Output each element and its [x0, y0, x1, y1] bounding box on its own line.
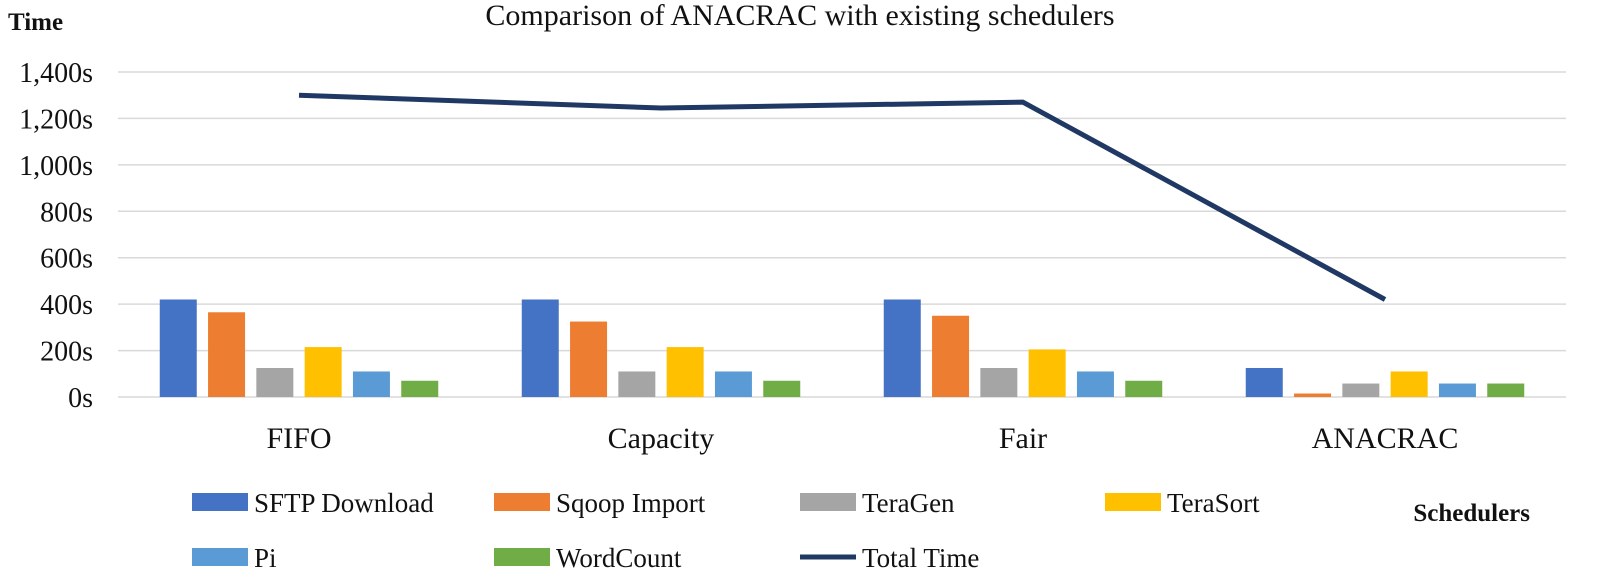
legend-label-total-time: Total Time	[862, 543, 979, 573]
y-tick-label: 0s	[68, 383, 93, 414]
y-tick-label: 1,400s	[19, 58, 93, 89]
bar-terasort-fair	[1028, 349, 1066, 397]
legend-swatch-pi	[192, 548, 248, 566]
bar-terasort-capacity	[666, 347, 704, 397]
bars	[159, 299, 1525, 397]
y-tick-label: 200s	[40, 337, 93, 368]
bar-pi-anacrac	[1438, 383, 1476, 397]
legend-label-sqoop-import: Sqoop Import	[556, 488, 706, 518]
x-category-label: FIFO	[266, 422, 331, 455]
bar-sftp-download-fifo	[159, 299, 197, 397]
bar-sftp-download-anacrac	[1245, 367, 1283, 397]
total-time-line-layer	[298, 92, 1387, 302]
x-category-label: Capacity	[608, 422, 715, 455]
bar-pi-fair	[1076, 371, 1114, 397]
legend-swatch-sqoop-import	[494, 493, 550, 511]
x-axis-label: Schedulers	[1413, 500, 1530, 527]
y-tick-label: 1,000s	[19, 151, 93, 182]
bar-teragen-capacity	[618, 371, 656, 397]
x-axis-categories: FIFO Capacity Fair ANACRAC	[266, 422, 1458, 455]
legend-swatch-teragen	[800, 493, 856, 511]
x-category-label: ANACRAC	[1312, 422, 1459, 455]
bar-teragen-anacrac	[1342, 383, 1380, 397]
y-axis-label: Time	[8, 9, 63, 36]
bar-terasort-anacrac	[1390, 371, 1428, 397]
bar-wordcount-anacrac	[1487, 383, 1525, 397]
x-category-label: Fair	[999, 422, 1047, 455]
bar-teragen-fair	[980, 367, 1018, 397]
legend-label-wordcount: WordCount	[556, 543, 682, 573]
legend-swatch-sftp-download	[192, 493, 248, 511]
y-tick-label: 600s	[40, 244, 93, 275]
legend-swatch-wordcount	[494, 548, 550, 566]
y-tick-label: 400s	[40, 290, 93, 321]
y-tick-label: 1,200s	[19, 104, 93, 135]
legend: SFTP Download Sqoop Import TeraGen TeraSort…	[192, 488, 1260, 573]
bar-pi-fifo	[352, 371, 390, 397]
bar-sftp-download-capacity	[521, 299, 559, 397]
bar-sqoop-import-fifo	[208, 312, 246, 397]
chart-title: Comparison of ANACRAC with existing sche…	[485, 0, 1114, 32]
legend-label-terasort: TeraSort	[1167, 488, 1260, 518]
bar-wordcount-capacity	[763, 380, 801, 397]
legend-label-pi: Pi	[254, 543, 277, 573]
bar-wordcount-fifo	[401, 380, 439, 397]
bar-sqoop-import-capacity	[570, 321, 608, 397]
y-axis-ticks: 0s 200s 400s 600s 800s 1,000s 1,200s 1,400s	[19, 58, 93, 414]
legend-label-sftp-download: SFTP Download	[254, 488, 434, 518]
bar-sqoop-import-fair	[932, 315, 970, 397]
gridlines	[118, 71, 1566, 398]
bar-pi-capacity	[714, 371, 752, 397]
bar-sftp-download-fair	[883, 299, 921, 397]
bar-sqoop-import-anacrac	[1294, 393, 1332, 397]
bar-wordcount-fair	[1125, 380, 1163, 397]
legend-label-teragen: TeraGen	[862, 488, 955, 518]
legend-swatch-terasort	[1105, 493, 1161, 511]
bar-terasort-fifo	[304, 347, 342, 397]
y-tick-label: 800s	[40, 197, 93, 228]
total-time-line	[298, 92, 1387, 302]
bar-teragen-fifo	[256, 367, 294, 397]
